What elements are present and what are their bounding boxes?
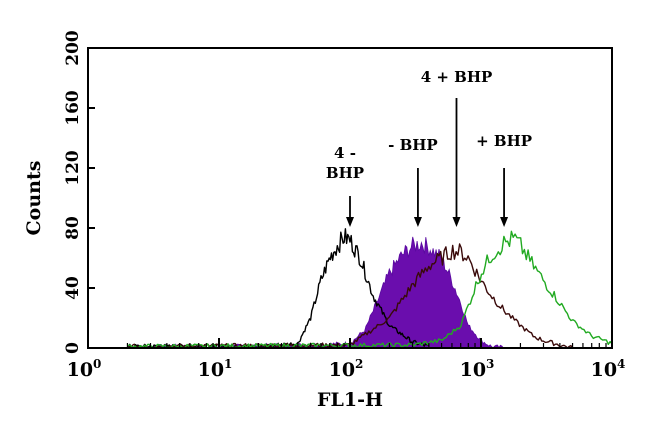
x-axis: 100 101 102 103 104 xyxy=(67,338,626,381)
series-2-line xyxy=(127,243,574,349)
x-tick-label: 103 xyxy=(460,357,495,381)
y-tick-label: 160 xyxy=(63,90,83,126)
annotation-arrow-head xyxy=(500,217,509,227)
y-axis: 0 40 80 120 160 200 xyxy=(63,30,95,354)
annotations: 4 -BHP - BHP 4 + BHP + BHP xyxy=(326,68,532,227)
y-tick-label: 0 xyxy=(63,342,83,354)
x-tick-label: 101 xyxy=(198,357,233,381)
y-tick-label: 80 xyxy=(63,216,83,240)
annotation-label: 4 + BHP xyxy=(421,68,493,86)
x-tick-label: 100 xyxy=(67,357,102,381)
annotation-arrow-head xyxy=(452,217,461,227)
annotation-label: - BHP xyxy=(388,136,438,154)
annotation-arrow-head xyxy=(346,217,354,227)
annotation-arrow-head xyxy=(413,217,422,227)
y-axis-label: Counts xyxy=(23,161,45,236)
y-tick-label: 120 xyxy=(63,150,83,186)
y-tick-label: 40 xyxy=(63,276,83,300)
annotation-label: 4 -BHP xyxy=(326,144,364,182)
x-tick-label: 104 xyxy=(591,357,626,381)
x-axis-label: FL1-H xyxy=(317,389,383,411)
annotation-label: + BHP xyxy=(476,132,532,150)
series-group xyxy=(127,228,613,349)
x-tick-label: 102 xyxy=(329,357,364,381)
series-3-line xyxy=(127,230,613,349)
y-tick-label: 200 xyxy=(63,30,83,66)
